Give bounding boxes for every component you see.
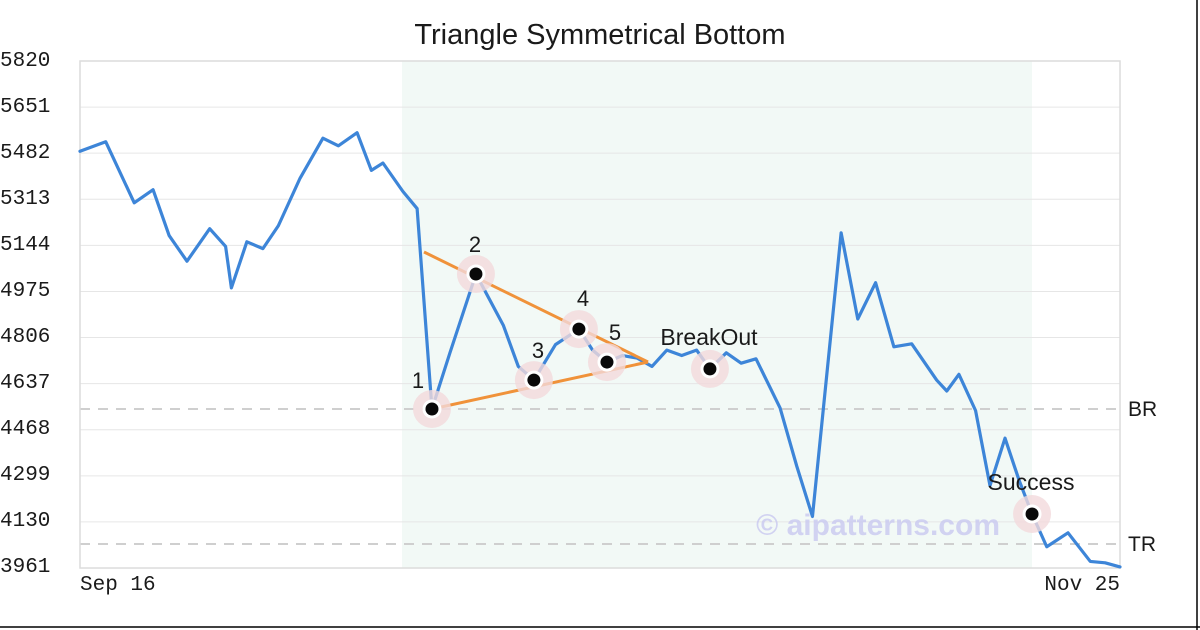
svg-text:2: 2 bbox=[469, 232, 481, 257]
svg-text:Success: Success bbox=[988, 469, 1075, 495]
svg-text:© aipatterns.com: © aipatterns.com bbox=[756, 509, 1000, 542]
svg-text:5: 5 bbox=[609, 320, 621, 345]
svg-text:1: 1 bbox=[412, 368, 424, 393]
svg-text:4: 4 bbox=[577, 286, 589, 311]
svg-text:3: 3 bbox=[532, 338, 544, 363]
svg-text:BreakOut: BreakOut bbox=[660, 324, 758, 350]
